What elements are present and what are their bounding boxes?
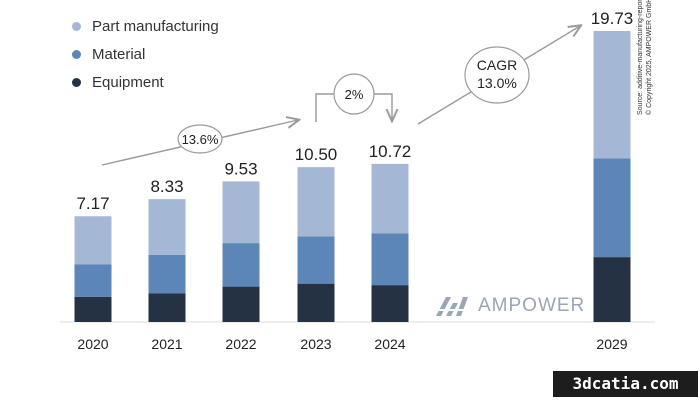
legend: Part manufacturing Material Equipment bbox=[72, 12, 219, 96]
total-label-2022: 9.53 bbox=[224, 159, 257, 178]
bar-segment-equipment-2021 bbox=[148, 293, 186, 322]
watermark: 3dcatia.com bbox=[553, 371, 698, 397]
bar-segment-equipment-2029 bbox=[593, 257, 631, 322]
annotations-group: 13.6% 2% CAGR 13.0% bbox=[101, 26, 580, 166]
growth-bubble-2023-2024 bbox=[333, 73, 375, 115]
cagr-label-line: CAGR bbox=[477, 57, 517, 73]
x-tick-label-2029: 2029 bbox=[596, 336, 627, 352]
bar-segment-material-2022 bbox=[222, 243, 260, 287]
total-label-2021: 8.33 bbox=[150, 177, 183, 196]
total-label-2020: 7.17 bbox=[76, 194, 109, 213]
source-line: Source: additive-manufacturing-report.co… bbox=[637, 0, 644, 115]
bar-segment-part-manufacturing-2021 bbox=[148, 199, 186, 255]
bar-segment-material-2020 bbox=[74, 264, 112, 297]
bar-segment-part-manufacturing-2023 bbox=[297, 167, 335, 237]
legend-dot-equipment bbox=[72, 77, 81, 87]
bar-segment-material-2024 bbox=[371, 233, 409, 286]
bar-segment-equipment-2020 bbox=[74, 296, 112, 322]
legend-dot-part-manufacturing bbox=[72, 21, 81, 31]
bars-group: 7.17 2020 8.33 2021 9.53 2022 10.50 2023 10.72 20… bbox=[60, 9, 655, 352]
growth-label-2023-2024: 2% bbox=[345, 87, 364, 102]
legend-item-material: Material bbox=[72, 40, 219, 68]
cagr-label: CAGR 13.0% bbox=[477, 57, 517, 91]
x-tick-label-2024: 2024 bbox=[374, 336, 405, 352]
x-tick-label-2020: 2020 bbox=[77, 336, 108, 352]
total-label-2023: 10.50 bbox=[295, 145, 338, 164]
legend-label: Part manufacturing bbox=[92, 17, 219, 35]
growth-bubble-2020-2023 bbox=[177, 124, 223, 154]
legend-item-equipment: Equipment bbox=[72, 68, 219, 96]
growth-label-2020-2023: 13.6% bbox=[182, 132, 219, 147]
legend-label: Material bbox=[92, 45, 146, 63]
x-tick-label-2021: 2021 bbox=[151, 336, 182, 352]
copyright-line: © Copyright 2025, AMPOWER GmbH & Co. KG bbox=[646, 0, 653, 115]
cagr-label-line: 13.0% bbox=[477, 75, 517, 91]
legend-label: Equipment bbox=[92, 73, 164, 91]
bar-segment-part-manufacturing-2020 bbox=[74, 216, 112, 265]
bar-segment-material-2023 bbox=[297, 236, 335, 284]
x-tick-label-2023: 2023 bbox=[300, 336, 331, 352]
total-label-2024: 10.72 bbox=[369, 142, 412, 161]
bar-segment-part-manufacturing-2024 bbox=[371, 163, 409, 234]
cagr-bubble bbox=[464, 46, 530, 104]
x-tick-label-2022: 2022 bbox=[225, 336, 256, 352]
bar-segment-part-manufacturing-2022 bbox=[222, 181, 260, 244]
legend-dot-material bbox=[72, 49, 81, 59]
bar-segment-material-2029 bbox=[593, 158, 631, 258]
bar-segment-equipment-2023 bbox=[297, 283, 335, 322]
ampower-logo-icon bbox=[436, 297, 469, 316]
bar-segment-equipment-2022 bbox=[222, 286, 260, 322]
logo-text: AMPOWER bbox=[478, 295, 586, 316]
bar-segment-material-2021 bbox=[148, 254, 186, 294]
bar-segment-part-manufacturing-2029 bbox=[593, 31, 631, 159]
source-credit: Source: additive-manufacturing-report.co… bbox=[636, 0, 654, 115]
legend-item-part-manufacturing: Part manufacturing bbox=[72, 12, 219, 40]
ampower-logo: AMPOWER bbox=[436, 295, 585, 317]
total-label-2029: 19.73 bbox=[591, 9, 634, 28]
bar-segment-equipment-2024 bbox=[371, 285, 409, 322]
